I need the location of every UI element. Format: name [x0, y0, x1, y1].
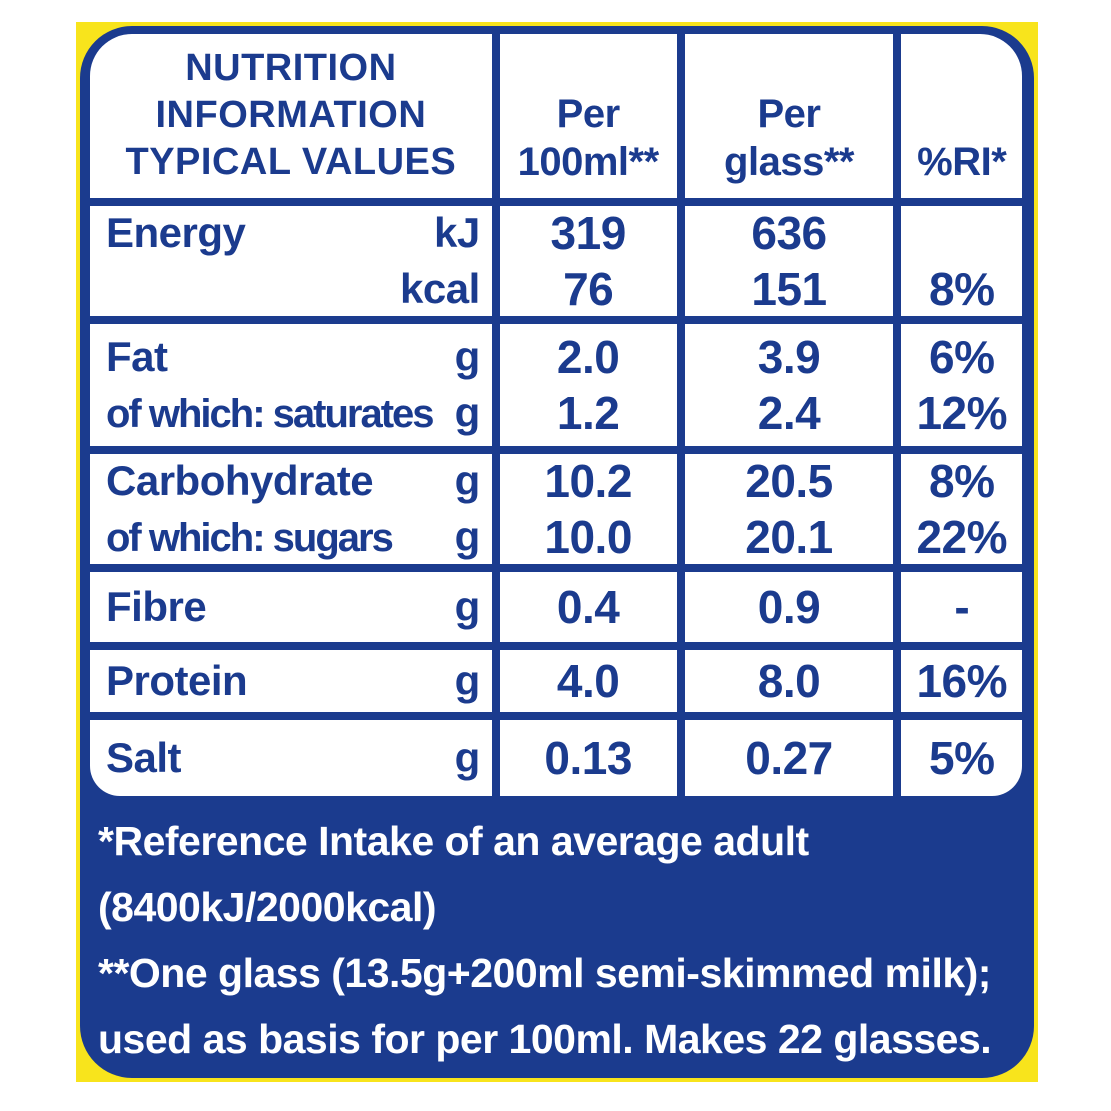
nutrient-unit: g	[454, 388, 481, 436]
yellow-package-background: NUTRITION INFORMATION TYPICAL VALUES Per…	[76, 22, 1038, 1082]
label-line: of which: sugars g	[106, 509, 480, 564]
value-line: 5%	[928, 732, 995, 784]
col-header-per-100ml: Per 100ml**	[499, 34, 677, 198]
label-line: Energy kJ	[106, 206, 480, 261]
label-line: Protein g	[106, 655, 480, 707]
col-header-per-glass: Per glass**	[684, 34, 894, 198]
value-line: 10.0	[544, 511, 632, 563]
value-line: 20.5	[745, 455, 833, 507]
value-line: 1.2	[556, 387, 620, 439]
col-header-line: %RI*	[917, 140, 1007, 184]
nutrient-unit: g	[454, 734, 481, 781]
row-label-protein: Protein g	[90, 650, 492, 712]
footnote-line: used as basis for per 100ml. Makes 22 gl…	[98, 1016, 992, 1062]
col-header-line: Per	[757, 92, 821, 136]
header-title-line: INFORMATION	[155, 94, 427, 136]
row-label-fibre: Fibre g	[90, 572, 492, 642]
nutrient-unit: kJ	[434, 209, 480, 256]
value-fibre-ri: -	[901, 572, 1022, 642]
value-line: 8.0	[757, 655, 821, 707]
nutrient-unit: g	[454, 657, 481, 704]
value-carbohydrate-per-glass: 20.5 20.1	[684, 454, 894, 564]
value-line: 16%	[916, 655, 1008, 707]
nutrient-name: Salt	[106, 734, 182, 781]
nutrient-name: of which: sugars	[106, 516, 394, 560]
value-line: 319	[550, 207, 627, 259]
value-protein-ri: 16%	[901, 650, 1022, 712]
footnote-line: (8400kJ/2000kcal)	[98, 884, 437, 930]
value-line: 6%	[928, 331, 995, 383]
nutrient-unit: kcal	[400, 265, 480, 312]
value-carbohydrate-ri: 8% 22%	[901, 454, 1022, 564]
header-title-line: TYPICAL VALUES	[125, 141, 457, 183]
label-line: Fat g	[106, 329, 480, 385]
value-line: 20.1	[745, 511, 833, 563]
nutrition-table: NUTRITION INFORMATION TYPICAL VALUES Per…	[90, 34, 1022, 796]
row-label-carbohydrate: Carbohydrate g of which: sugars g	[90, 454, 492, 564]
value-line: 76	[563, 263, 614, 315]
label-line: of which: saturates g	[106, 385, 480, 442]
nutrient-unit: g	[454, 583, 481, 630]
value-protein-per-100ml: 4.0	[499, 650, 677, 712]
nutrient-name: Fibre	[106, 583, 207, 630]
label-line: Carbohydrate g	[106, 454, 480, 509]
nutrient-name: Energy	[106, 209, 246, 256]
value-line: 4.0	[556, 655, 620, 707]
row-label-salt: Salt g	[90, 720, 492, 796]
col-header-line: 100ml**	[517, 140, 660, 184]
value-fibre-per-glass: 0.9	[684, 572, 894, 642]
nutrient-name: Fat	[106, 332, 168, 380]
value-line: 22%	[916, 511, 1008, 563]
row-label-fat: Fat g of which: saturates g	[90, 324, 492, 446]
row-label-energy: Energy kJ kcal	[90, 206, 492, 316]
header-title: NUTRITION INFORMATION TYPICAL VALUES	[90, 34, 492, 198]
col-header-ri: %RI*	[901, 34, 1022, 198]
nutrient-unit: g	[454, 332, 481, 380]
blue-panel: NUTRITION INFORMATION TYPICAL VALUES Per…	[80, 26, 1034, 1078]
value-line: 8%	[928, 263, 995, 315]
value-energy-ri: 8%	[901, 206, 1022, 316]
value-salt-per-100ml: 0.13	[499, 720, 677, 796]
footnote-line: **One glass (13.5g+200ml semi-skimmed mi…	[98, 950, 991, 996]
nutrient-name: Protein	[106, 657, 248, 704]
label-line: Fibre g	[106, 581, 480, 633]
value-fat-per-100ml: 2.0 1.2	[499, 324, 677, 446]
value-line: 8%	[928, 455, 995, 507]
value-fat-per-glass: 3.9 2.4	[684, 324, 894, 446]
value-carbohydrate-per-100ml: 10.2 10.0	[499, 454, 677, 564]
value-energy-per-100ml: 319 76	[499, 206, 677, 316]
value-line: 0.13	[544, 732, 632, 784]
label-line: kcal	[106, 261, 480, 316]
value-line: 151	[751, 263, 827, 315]
value-line	[901, 206, 1022, 261]
value-line: 2.0	[556, 331, 620, 383]
value-line: 12%	[916, 387, 1008, 439]
value-salt-per-glass: 0.27	[684, 720, 894, 796]
value-line: -	[954, 581, 970, 633]
value-line: 10.2	[544, 455, 632, 507]
value-line: 636	[751, 207, 827, 259]
value-line: 0.9	[757, 581, 821, 633]
value-salt-ri: 5%	[901, 720, 1022, 796]
value-fibre-per-100ml: 0.4	[499, 572, 677, 642]
label-line: Salt g	[106, 732, 480, 784]
col-header-line: Per	[556, 92, 620, 136]
value-energy-per-glass: 636 151	[684, 206, 894, 316]
nutrient-unit: g	[454, 513, 481, 560]
nutrient-name: Carbohydrate	[106, 457, 374, 504]
value-line: 0.4	[556, 581, 620, 633]
value-fat-ri: 6% 12%	[901, 324, 1022, 446]
footnotes: *Reference Intake of an average adult (8…	[98, 808, 1020, 1072]
footnote-line: *Reference Intake of an average adult	[98, 818, 809, 864]
nutrient-name: of which: saturates	[106, 391, 435, 436]
header-title-line: NUTRITION	[185, 47, 397, 89]
value-protein-per-glass: 8.0	[684, 650, 894, 712]
value-line: 3.9	[757, 331, 821, 383]
col-header-line: glass**	[724, 140, 854, 184]
value-line: 0.27	[745, 732, 833, 784]
nutrient-unit: g	[454, 457, 481, 504]
value-line: 2.4	[757, 387, 821, 439]
